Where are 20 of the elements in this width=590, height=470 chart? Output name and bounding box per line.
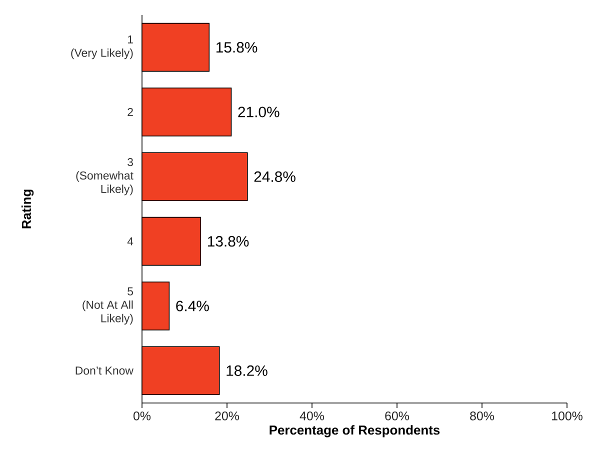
x-tick-label: 80%: [470, 412, 494, 420]
data-label: 21.0%: [238, 106, 280, 118]
data-label: 18.2%: [226, 365, 268, 376]
y-tick-label: Don’t Know: [76, 366, 134, 375]
x-tick-label: 100%: [552, 412, 582, 420]
y-tick-label: 4: [127, 237, 134, 246]
x-axis-title: Percentage of Respondents: [270, 425, 440, 438]
data-label: 13.8%: [208, 236, 249, 247]
y-tick-label: 3 (Somewhat Likely): [76, 158, 134, 196]
x-tick-label: 60%: [385, 412, 410, 420]
data-label: 15.8%: [216, 42, 258, 53]
data-label: 6.4%: [176, 300, 209, 312]
y-tick-label: 5 (Not At All Likely): [82, 287, 134, 325]
y-tick-label: 2: [128, 108, 133, 116]
y-tick-label: 1 (Very Likely): [71, 35, 133, 60]
data-label: 24.8%: [254, 171, 296, 182]
x-tick-label: 0%: [133, 412, 151, 420]
y-axis-title: Rating: [21, 190, 34, 228]
x-tick-label: 40%: [300, 412, 324, 420]
x-tick-label: 20%: [215, 412, 240, 420]
